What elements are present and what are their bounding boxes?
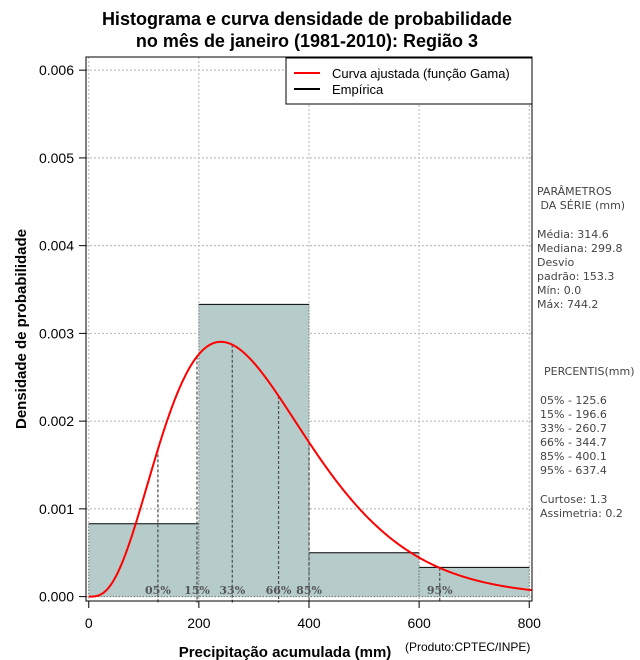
param-padrao: padrão: 153.3 — [537, 270, 614, 283]
y-tick-label: 0.002 — [39, 413, 74, 429]
x-tick-label: 0 — [85, 615, 93, 631]
histogram-bar — [198, 304, 309, 597]
histogram-bar — [88, 523, 199, 597]
x-tick-label: 400 — [297, 615, 321, 631]
percentil-66: 66% - 344.7 — [540, 436, 607, 449]
percentile-label: 33% — [219, 584, 245, 597]
side-panel: PARÂMETROS DA SÉRIE (mm) Média: 314.6 Me… — [537, 185, 635, 520]
y-tick-label: 0.003 — [39, 325, 74, 341]
x-tick-label: 800 — [518, 615, 542, 631]
x-axis-title: Precipitação acumulada (mm) — [179, 644, 392, 660]
percentile-label: 05% — [145, 584, 171, 597]
percentile-label: 66% — [266, 584, 292, 597]
credit-label: (Produto:CPTEC/INPE) — [405, 640, 530, 654]
y-tick-label: 0.004 — [39, 238, 74, 254]
curve-path — [88, 340, 532, 598]
legend-box — [285, 57, 533, 105]
curtose: Curtose: 1.3 — [540, 493, 607, 506]
params-title-2: DA SÉRIE (mm) — [537, 199, 625, 212]
histogram-bar — [419, 567, 530, 597]
legend-label-empirical: Empírica — [332, 82, 384, 97]
percentil-95: 95% - 637.4 — [540, 464, 607, 477]
chart-title-line-1: Histograma e curva densidade de probabil… — [102, 9, 512, 29]
percentile-label: 15% — [184, 584, 210, 597]
y-tick-label: 0.005 — [39, 150, 74, 166]
x-tick-label: 200 — [187, 615, 211, 631]
y-tick-label: 0.001 — [39, 501, 74, 517]
percentil-33: 33% - 260.7 — [540, 422, 607, 435]
fitted-curve — [88, 340, 532, 598]
params-title-1: PARÂMETROS — [537, 185, 612, 198]
x-tick-label: 600 — [407, 615, 431, 631]
param-desvio: Desvio — [537, 256, 575, 269]
percentile-labels: 05% 15% 33% 66% 85% 95% — [145, 584, 453, 597]
param-min: Mín: 0.0 — [537, 284, 581, 297]
percentis-title: PERCENTIS(mm) — [544, 365, 635, 378]
legend: Curva ajustada (função Gama) Empírica — [285, 57, 533, 105]
chart-title-line-2: no mês de janeiro (1981-2010): Região 3 — [136, 31, 478, 51]
percentile-label: 95% — [427, 584, 453, 597]
percentile-lines — [157, 344, 441, 603]
x-axis: 0 200 400 600 800 — [85, 600, 542, 631]
y-tick-label: 0.006 — [39, 62, 74, 78]
percentil-05: 05% - 125.6 — [540, 394, 607, 407]
y-axis: 0.000 0.001 0.002 0.003 0.004 0.005 0.006 — [39, 62, 87, 605]
percentil-15: 15% - 196.6 — [540, 408, 607, 421]
y-axis-title: Densidade de probabilidade — [13, 229, 30, 429]
assimetria: Assimetria: 0.2 — [540, 507, 623, 520]
percentil-85: 85% - 400.1 — [540, 450, 607, 463]
histogram-bar — [309, 552, 420, 597]
param-max: Máx: 744.2 — [537, 298, 598, 311]
legend-label-curve: Curva ajustada (função Gama) — [332, 66, 510, 81]
y-tick-label: 0.000 — [39, 589, 74, 605]
percentile-label: 85% — [296, 584, 322, 597]
param-mediana: Mediana: 299.8 — [537, 242, 622, 255]
param-media: Média: 314.6 — [537, 228, 609, 241]
histogram-bars — [88, 303, 530, 598]
